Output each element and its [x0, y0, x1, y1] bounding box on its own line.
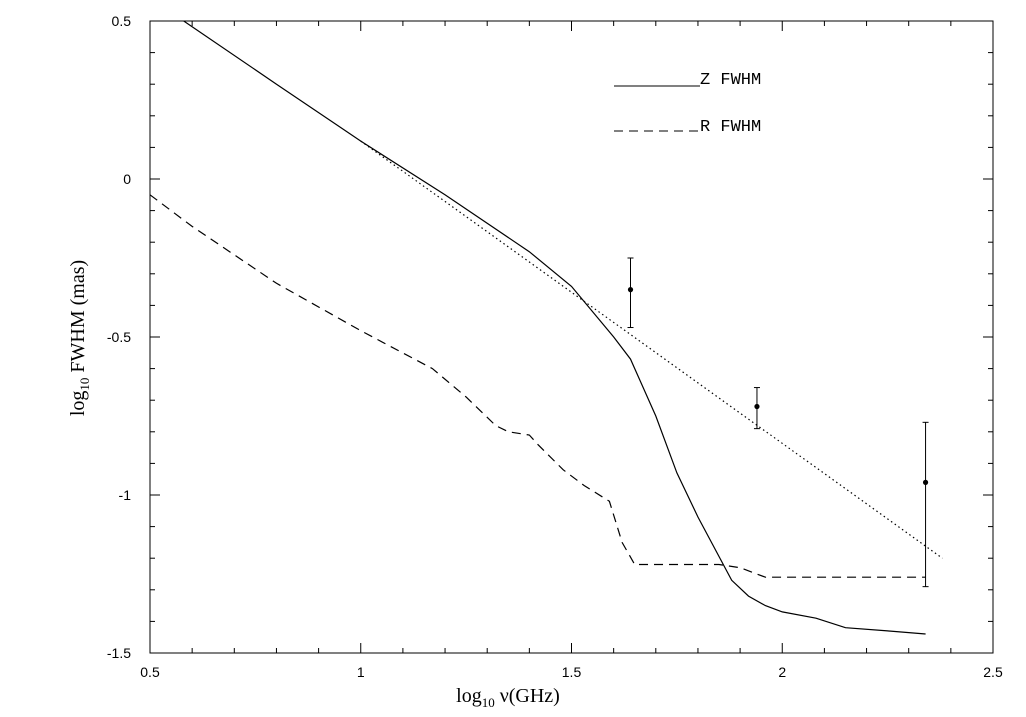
axis-tick-labels: 0.5 1 1.5 2 2.5 0.5 0 -0.5 -1 -1.5	[107, 13, 1003, 680]
series-line-dotted	[360, 140, 943, 559]
series-line-solid	[183, 20, 926, 635]
x-tick-label: 2	[778, 664, 786, 680]
x-tick-label: 2.5	[983, 664, 1003, 680]
data-point	[627, 287, 634, 293]
plot-frame	[149, 20, 994, 654]
y-tick-label: -1.5	[107, 645, 131, 661]
data-point	[922, 479, 929, 485]
y-tick-label: 0.5	[112, 13, 132, 29]
y-tick-label: -0.5	[107, 329, 131, 345]
y-tick-label: -1	[119, 487, 132, 503]
y-tick-label: 0	[123, 171, 131, 187]
series-layer	[149, 20, 943, 635]
x-tick-label: 1.5	[562, 664, 582, 680]
legend-label-z: Z FWHM	[700, 71, 761, 90]
x-tick-label: 1	[357, 664, 365, 680]
series-line-dashed	[149, 194, 926, 578]
legend-label-r: R FWHM	[700, 118, 761, 137]
legend: Z FWHM R FWHM	[614, 71, 761, 137]
x-axis-title: log10 ν(GHz)	[456, 685, 560, 710]
error-bars	[627, 257, 929, 588]
x-tick-label: 0.5	[140, 664, 160, 680]
y-axis-title: log10 FWHM (mas)	[67, 260, 92, 416]
data-point	[754, 403, 760, 410]
axis-ticks	[149, 20, 994, 654]
